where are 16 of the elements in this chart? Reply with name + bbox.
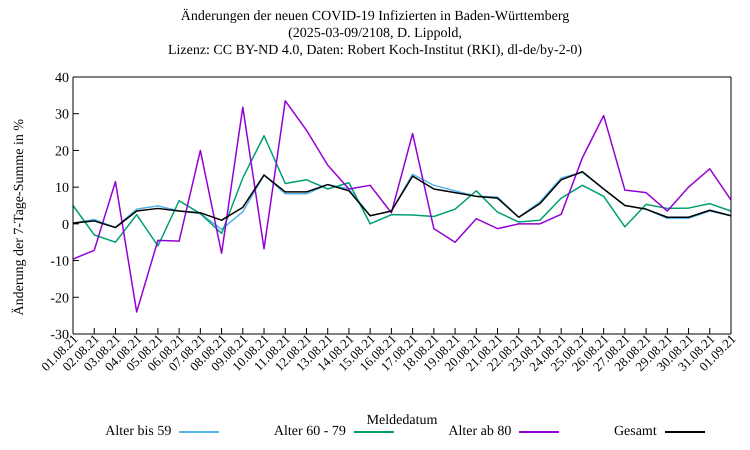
y-axis-title: Änderung der 7-Tage-Summe in % xyxy=(10,118,27,316)
line-series xyxy=(72,134,732,247)
y-tick-label: 10 xyxy=(55,181,69,196)
legend-label: Alter bis 59 xyxy=(105,424,172,440)
legend-label: Alter ab 80 xyxy=(448,424,512,440)
y-tick-label: 0 xyxy=(62,218,69,233)
line-series xyxy=(72,100,732,313)
legend-label: Gesamt xyxy=(614,424,657,440)
legend-label: Alter 60 - 79 xyxy=(274,424,346,440)
chart-title: Änderungen der neuen COVID-19 Infizierten in Baden-Württemberg (2025-03-09/2108, D. Lippold, Lizenz: CC BY-ND 4.0, Daten: Robert Koch-Institut (RKI), dl-de/by-2-0) xyxy=(166,8,584,59)
y-tick-label: 30 xyxy=(55,108,69,123)
y-tick-label: 20 xyxy=(55,144,69,160)
y-tick-label: -10 xyxy=(50,254,69,270)
x-axis-title: Meldedatum xyxy=(366,413,438,428)
y-tick-label: 40 xyxy=(55,70,69,86)
y-tick-label: -20 xyxy=(50,291,69,306)
